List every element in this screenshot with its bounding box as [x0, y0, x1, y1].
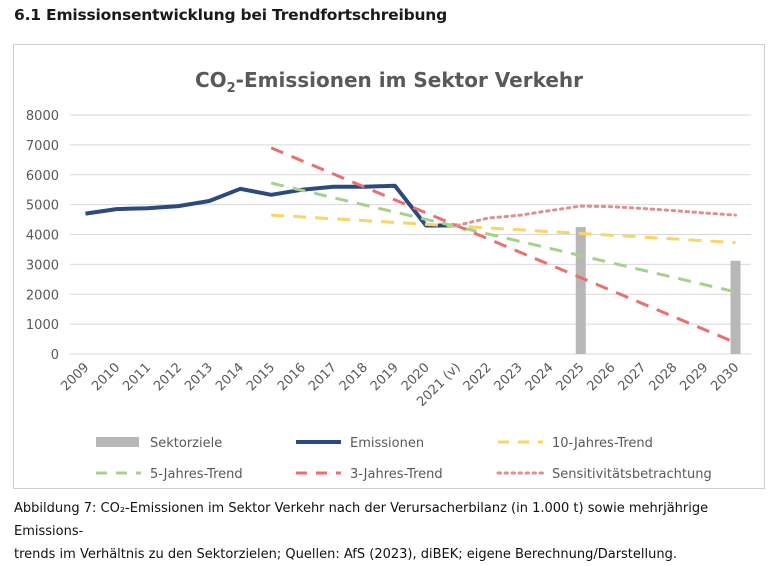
emissions-chart: CO2-Emissionen im Sektor Verkehr 0 1000 200…	[26, 68, 751, 482]
x-tick-label: 2013	[182, 360, 216, 394]
x-tick-label: 2028	[646, 360, 680, 394]
legend-label-5-jahres-trend: 5-Jahres-Trend	[150, 467, 243, 482]
legend-swatch-sektorziele	[96, 437, 139, 447]
legend-label-sensitivitätsbetrachtung: Sensitivitätsbetrachtung	[552, 467, 712, 482]
caption-line-2: trends im Verhältnis zu den Sektorzielen…	[14, 547, 677, 562]
x-tick-label: 2023	[492, 360, 526, 394]
legend-label-3-jahres-trend: 3-Jahres-Trend	[350, 467, 443, 482]
chart-title: CO2-Emissionen im Sektor Verkehr	[195, 68, 583, 96]
y-tick-label: 2000	[26, 288, 59, 303]
x-tick-label: 2018	[337, 360, 371, 394]
series-line-10-jahres-trend	[271, 213, 736, 245]
y-tick-label: 5000	[26, 199, 59, 214]
x-tick-label: 2016	[275, 360, 309, 394]
x-tick-label: 2030	[708, 360, 742, 394]
x-tick-label: 2019	[368, 360, 402, 394]
caption-line-1: Abbildung 7: CO₂-Emissionen im Sektor Ve…	[14, 501, 709, 539]
x-tick-label: 2012	[151, 360, 185, 394]
legend-label-sektorziele: Sektorziele	[150, 436, 222, 451]
x-tick-label: 2026	[585, 360, 619, 394]
series-line-5-jahres-trend	[270, 181, 736, 294]
y-tick-label: 3000	[26, 258, 59, 273]
x-tick-label: 2010	[89, 360, 123, 394]
y-tick-label: 4000	[26, 229, 59, 244]
series-line-sensitivitätsbetrachtung	[455, 204, 737, 227]
y-tick-label: 6000	[26, 169, 59, 184]
x-tick-label: 2025	[554, 360, 588, 394]
x-tick-label: 2017	[306, 360, 340, 394]
section-heading: 6.1 Emissionsentwicklung bei Trendfortsc…	[14, 6, 448, 24]
x-tick-label: 2022	[461, 360, 495, 394]
x-tick-label: 2015	[244, 360, 278, 394]
y-tick-label: 8000	[26, 109, 59, 124]
figure-caption: Abbildung 7: CO₂-Emissionen im Sektor Ve…	[14, 497, 764, 566]
y-tick-label: 0	[51, 348, 59, 363]
series-line-3-jahres-trend	[270, 146, 737, 344]
x-tick-label: 2024	[523, 360, 557, 394]
x-tick-label: 2014	[213, 360, 247, 394]
x-tick-label: 2011	[120, 360, 154, 394]
y-tick-label: 7000	[26, 139, 59, 154]
series-line-emissionen	[85, 183, 457, 228]
bar-sektorziele-2030	[730, 260, 741, 354]
legend-label-10-jahres-trend: 10-Jahres-Trend	[552, 436, 653, 451]
legend-label-emissionen: Emissionen	[350, 436, 424, 451]
bar-sektorziele-2025	[575, 227, 586, 354]
x-tick-label: 2009	[58, 360, 92, 394]
x-tick-label: 2027	[615, 360, 649, 394]
chart-frame: CO2-Emissionen im Sektor Verkehr 0 1000 200…	[13, 44, 765, 489]
x-tick-label: 2029	[677, 360, 711, 394]
y-tick-label: 1000	[26, 318, 59, 333]
